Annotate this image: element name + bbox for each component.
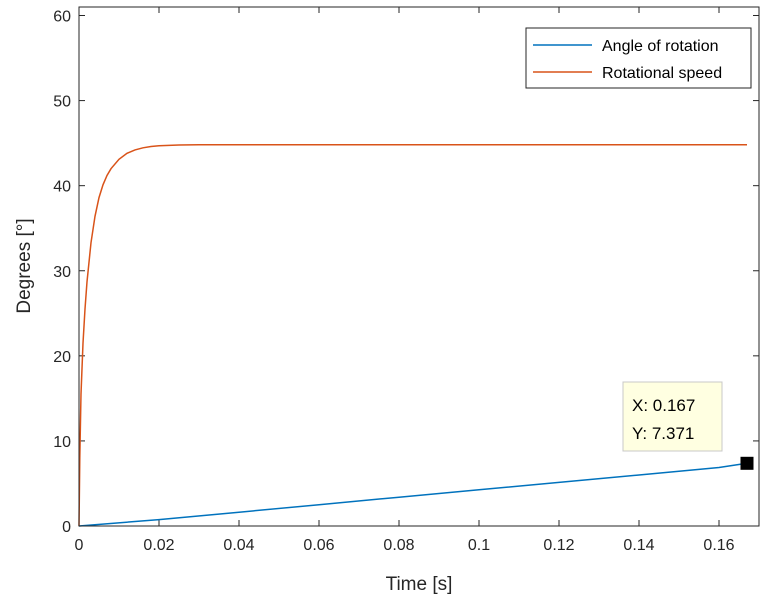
datatip[interactable]: X: 0.167 Y: 7.371 xyxy=(622,381,754,470)
datatip-x-text: X: 0.167 xyxy=(632,396,695,415)
axes-box xyxy=(78,6,760,527)
x-tick-label: 0.12 xyxy=(543,537,574,554)
x-tick-label: 0.08 xyxy=(383,537,414,554)
y-tick-label: 50 xyxy=(53,94,71,111)
x-tick-label: 0.14 xyxy=(623,537,654,554)
legend-box xyxy=(525,27,752,89)
x-tick-label: 0.02 xyxy=(143,537,174,554)
legend-label-rotational-speed: Rotational speed xyxy=(602,65,722,82)
y-axis-label: Degrees [°] xyxy=(14,218,35,313)
x-tick-label: 0.1 xyxy=(468,537,490,554)
y-tick-label: 20 xyxy=(53,349,71,366)
x-tick-label: 0.16 xyxy=(703,537,734,554)
datatip-marker[interactable] xyxy=(740,456,754,470)
x-tick-label: 0 xyxy=(75,537,84,554)
x-tick-label: 0.04 xyxy=(223,537,254,554)
datatip-box xyxy=(622,381,723,452)
x-ticks: 0 0.02 0.04 0.06 0.08 0.1 0.12 0.14 0.16 xyxy=(75,7,735,554)
series-layer xyxy=(78,144,748,527)
x-axis-label: Time [s] xyxy=(386,574,453,595)
series-line-angle-of-rotation xyxy=(78,462,748,527)
y-tick-label: 30 xyxy=(53,264,71,281)
datatip-y-text: Y: 7.371 xyxy=(632,424,694,443)
series-line-rotational-speed xyxy=(78,144,747,527)
y-ticks: 0 10 20 30 40 50 60 xyxy=(53,9,759,536)
legend[interactable]: Angle of rotation Rotational speed xyxy=(525,27,752,89)
y-tick-label: 60 xyxy=(53,9,71,26)
y-tick-label: 0 xyxy=(62,519,71,536)
y-tick-label: 40 xyxy=(53,179,71,196)
y-tick-label: 10 xyxy=(53,434,71,451)
x-tick-label: 0.06 xyxy=(303,537,334,554)
legend-label-angle-of-rotation: Angle of rotation xyxy=(602,38,719,55)
